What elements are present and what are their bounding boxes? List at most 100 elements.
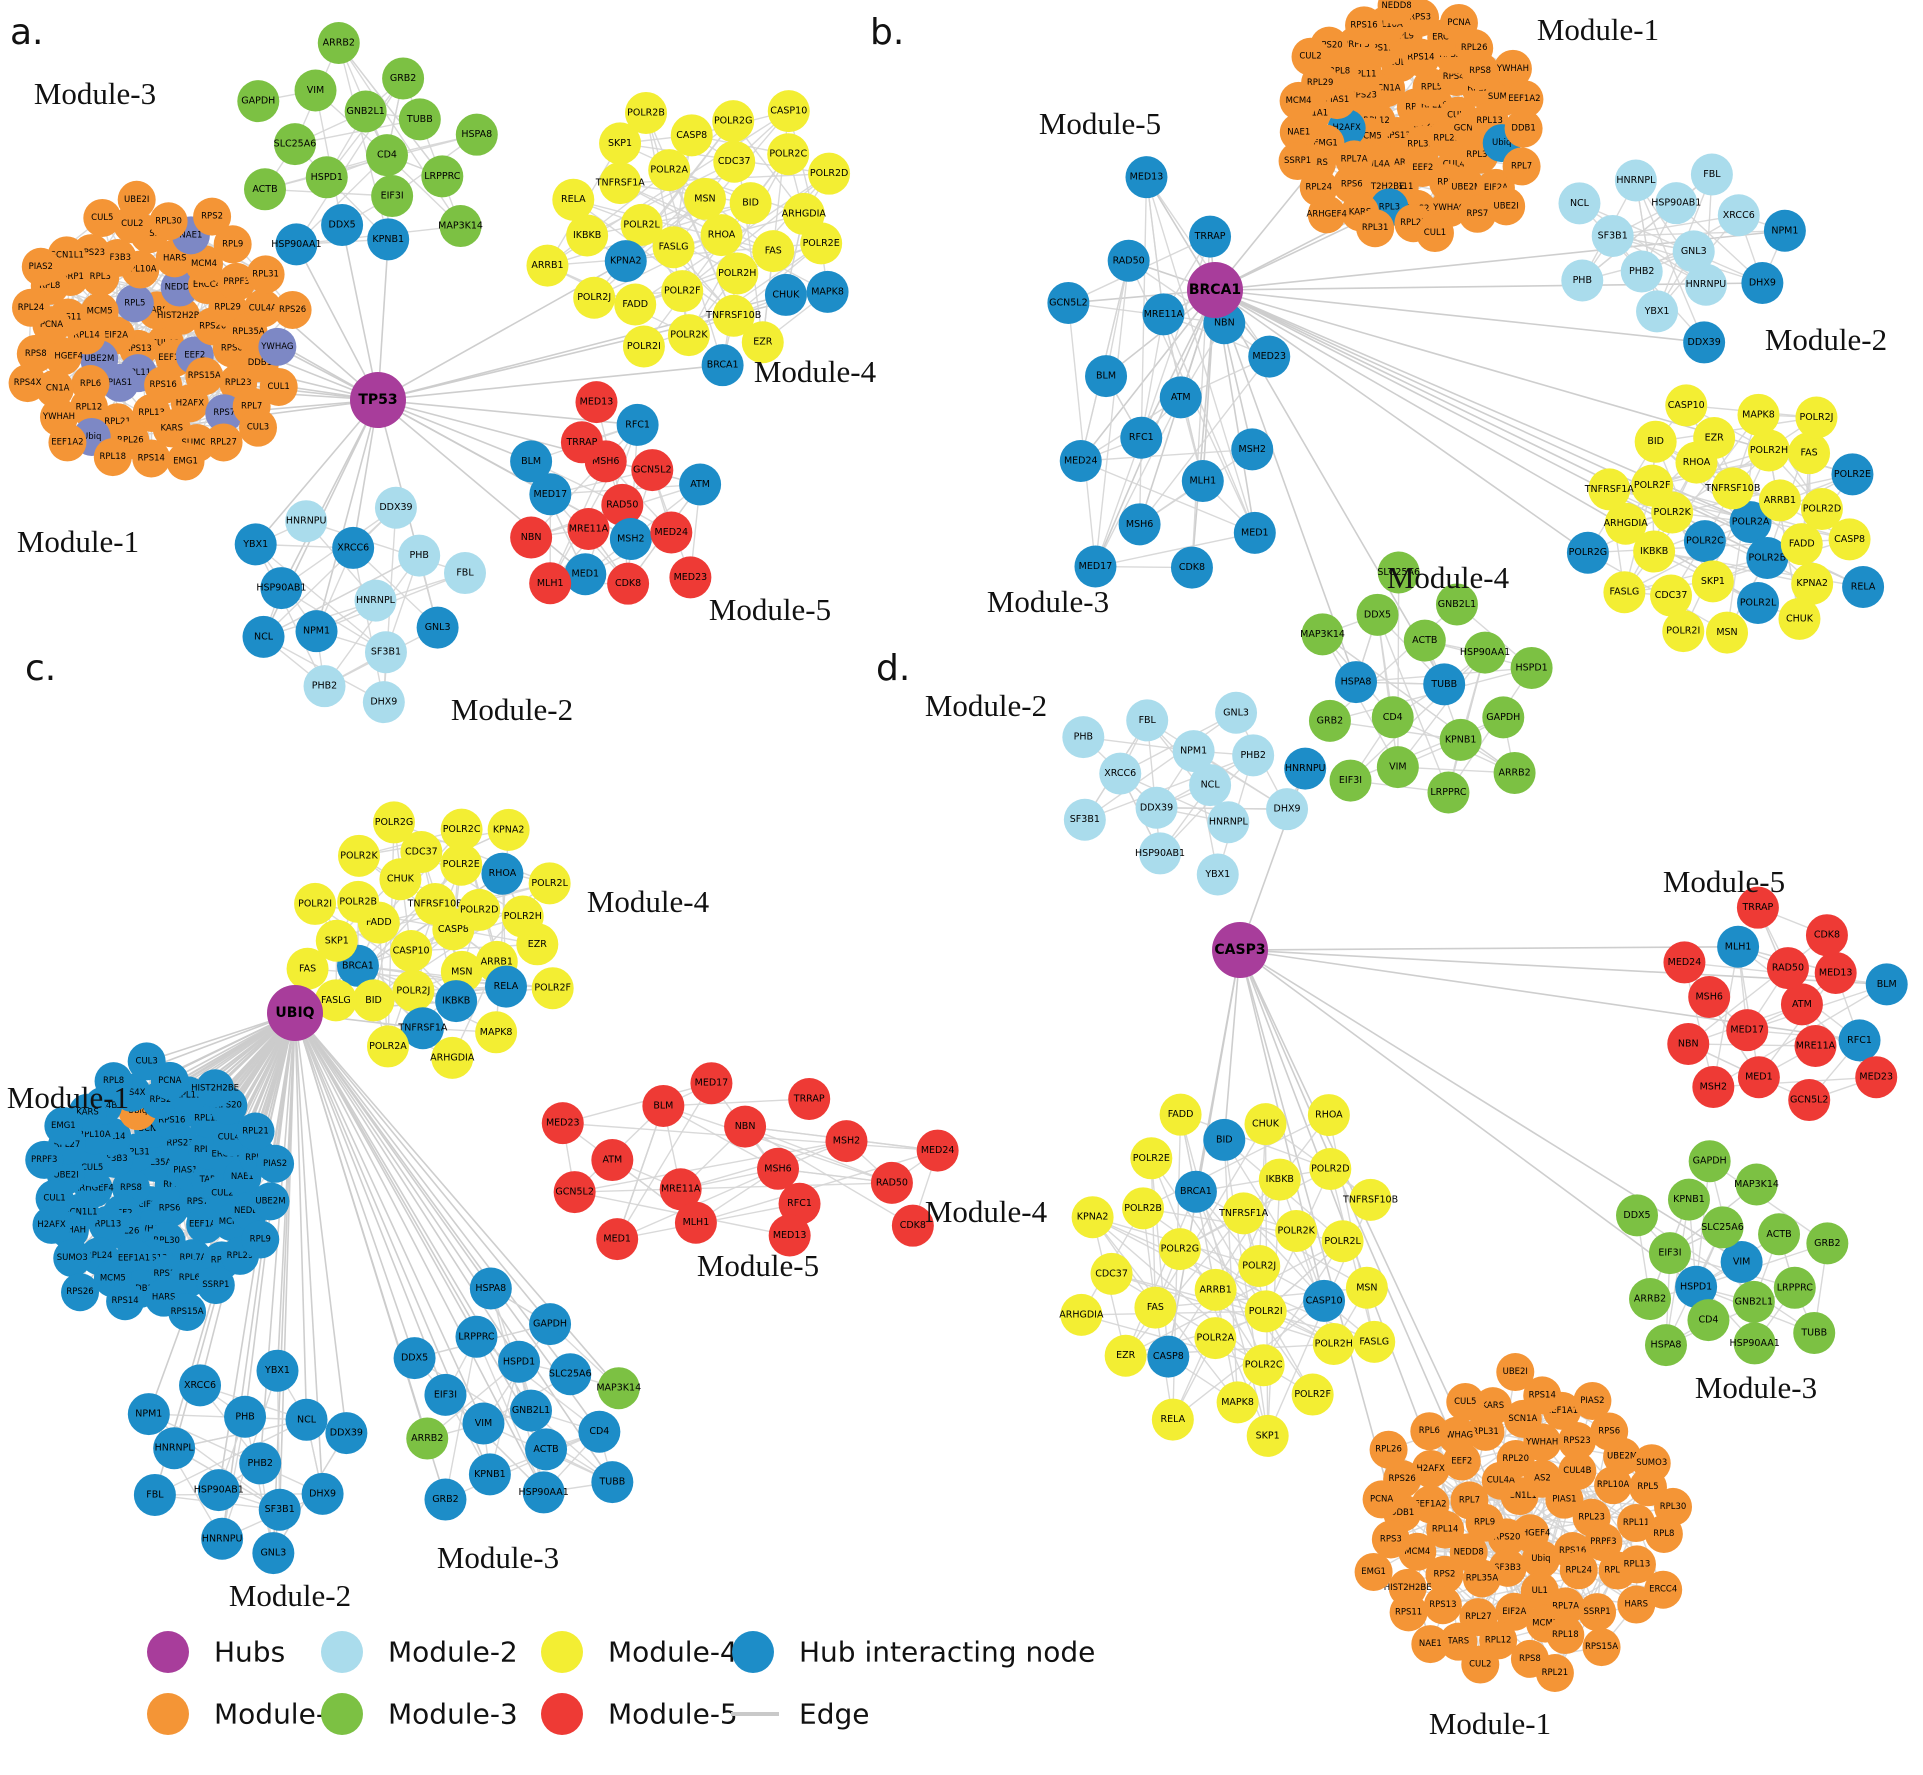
node-label: MLH1 bbox=[683, 1217, 710, 1228]
node-label: RPL7 bbox=[1511, 161, 1532, 171]
node-label: GCN5L2 bbox=[1049, 297, 1087, 308]
node-label: HSP90AA1 bbox=[519, 1487, 569, 1498]
node-label: SCN1A bbox=[1508, 1414, 1537, 1424]
node-label: POLR2L bbox=[531, 878, 568, 889]
node-label: XRCC6 bbox=[337, 542, 369, 553]
node-label: VIM bbox=[307, 85, 325, 96]
panel-c-nodes: CASP8 CASP10 TNFRSF10B MSN FADD POLR2D POLR2J C… bbox=[25, 801, 959, 1575]
node-HSP90AB1 bbox=[260, 567, 303, 610]
node-label: MAP3K14 bbox=[596, 1383, 641, 1394]
module-label-b-Module-1: Module-1 bbox=[1537, 12, 1659, 47]
node-label: MED17 bbox=[1730, 1025, 1764, 1036]
node-RPS2 bbox=[1425, 1555, 1464, 1594]
node-label: RPS14 bbox=[1407, 53, 1434, 63]
node-VIM bbox=[1720, 1240, 1763, 1283]
node-BRCA1 bbox=[1174, 1170, 1217, 1213]
node-ARHGDIA bbox=[1604, 502, 1647, 545]
node-MAP3K14 bbox=[1735, 1163, 1778, 1206]
node-label: RPS13 bbox=[1383, 131, 1410, 141]
node-label: GNL3 bbox=[425, 622, 451, 633]
hub-edge bbox=[315, 399, 379, 632]
node-POLR2G bbox=[1158, 1228, 1201, 1271]
hub-edge bbox=[294, 1012, 308, 1420]
node-MED17 bbox=[690, 1062, 733, 1105]
node-EMG1 bbox=[1354, 1552, 1393, 1591]
node-label: RPL20 bbox=[1502, 1454, 1529, 1464]
node-label: RPL3 bbox=[90, 272, 111, 282]
node-label: RPL35A bbox=[232, 327, 265, 337]
node-label: SF3B1 bbox=[265, 1504, 295, 1515]
node-label: PHB bbox=[1573, 275, 1592, 286]
node-HSP90AA1 bbox=[522, 1471, 565, 1514]
node-GNB2L1 bbox=[344, 90, 387, 133]
node-label: NCL bbox=[254, 631, 274, 642]
node-label: KPNB1 bbox=[372, 234, 404, 245]
node-label: RAD50 bbox=[876, 1177, 908, 1188]
node-label: POLR2B bbox=[627, 107, 665, 118]
node-label: RHOA bbox=[708, 230, 736, 241]
node-label: RPL9 bbox=[1393, 32, 1414, 42]
node-label: GAPDH bbox=[241, 96, 275, 107]
node-YWHAG bbox=[258, 327, 297, 366]
node-label: LRPPRC bbox=[424, 171, 460, 182]
node-POLR2F bbox=[1631, 464, 1674, 507]
node-TRRAP bbox=[788, 1077, 831, 1120]
node-label: NEDD8 bbox=[1381, 1, 1411, 11]
node-HSPA8 bbox=[1644, 1324, 1687, 1367]
node-POLR2D bbox=[808, 152, 851, 195]
node-label: MSH6 bbox=[592, 456, 619, 467]
node-SSRP1 bbox=[196, 1266, 235, 1305]
node-RPS3 bbox=[1371, 1520, 1410, 1559]
node-label: FASLG bbox=[321, 995, 351, 1006]
node-POLR2J bbox=[1795, 396, 1838, 439]
node-FAS bbox=[286, 947, 329, 990]
node-RPS16 bbox=[1345, 6, 1384, 45]
node-EIF3I bbox=[371, 175, 414, 218]
node-label: UBE2M bbox=[1607, 1452, 1637, 1462]
node-label: BLM bbox=[521, 456, 541, 467]
node-label: MED23 bbox=[1252, 351, 1286, 362]
node-TUBB bbox=[398, 98, 441, 141]
panel-d: NCL DDX39 NPM1 HNRNPL XRCC6 PHB2 HSP90AB1 FBL DH… bbox=[876, 648, 1908, 1741]
node-label: ARRB1 bbox=[1764, 495, 1796, 506]
node-SKP1 bbox=[1246, 1414, 1289, 1457]
node-label: MED23 bbox=[546, 1118, 580, 1129]
node-label: HARS bbox=[152, 1293, 176, 1303]
module-label-b-Module-3: Module-3 bbox=[987, 584, 1109, 619]
node-label: NAE1 bbox=[1419, 1639, 1442, 1649]
node-MED13 bbox=[1125, 156, 1168, 199]
edge bbox=[1635, 180, 1658, 312]
node-RPS4X bbox=[8, 364, 47, 403]
node-label: MSH2 bbox=[1239, 444, 1266, 455]
node-EZR bbox=[741, 321, 784, 364]
node-POLR2K bbox=[1275, 1209, 1318, 1252]
node-label: TNFRSF10B bbox=[1342, 1194, 1398, 1205]
node-MED23 bbox=[669, 556, 712, 599]
node-TNFRSF10B bbox=[1349, 1178, 1392, 1221]
node-RPS13 bbox=[1423, 1586, 1462, 1625]
node-POLR2D bbox=[1800, 487, 1843, 530]
node-SKP1 bbox=[315, 919, 358, 962]
hub-edge bbox=[294, 1012, 547, 1450]
node-label: EEF1A2 bbox=[1508, 94, 1540, 104]
node-label: RPL27 bbox=[1400, 218, 1427, 228]
node-label: TRRAP bbox=[565, 437, 597, 448]
node-label: UBE2I bbox=[124, 195, 149, 205]
module-label-c-Module-3: Module-3 bbox=[437, 1540, 559, 1575]
node-label: CASP10 bbox=[1668, 400, 1705, 411]
node-RPS11 bbox=[1389, 1593, 1428, 1632]
node-label: HSPA8 bbox=[475, 1283, 506, 1294]
node-label: POLR2B bbox=[339, 896, 377, 907]
legend-swatch-module5 bbox=[541, 1693, 583, 1735]
node-CDC37 bbox=[713, 140, 756, 183]
legend: Hubs Module-2 Module-4 Hub interacting node… bbox=[147, 1631, 1095, 1735]
node-MED13 bbox=[768, 1214, 811, 1257]
node-RHOA bbox=[481, 852, 524, 895]
node-FADD bbox=[614, 283, 657, 326]
node-TNFRSF1A bbox=[599, 162, 642, 205]
hub-node-TP53 bbox=[350, 372, 406, 428]
module-label-d-Module-1: Module-1 bbox=[1429, 1706, 1551, 1741]
node-label: PIAS1 bbox=[173, 1166, 197, 1176]
hub-label: BRCA1 bbox=[1189, 282, 1241, 298]
node-ARRB2 bbox=[317, 22, 360, 65]
